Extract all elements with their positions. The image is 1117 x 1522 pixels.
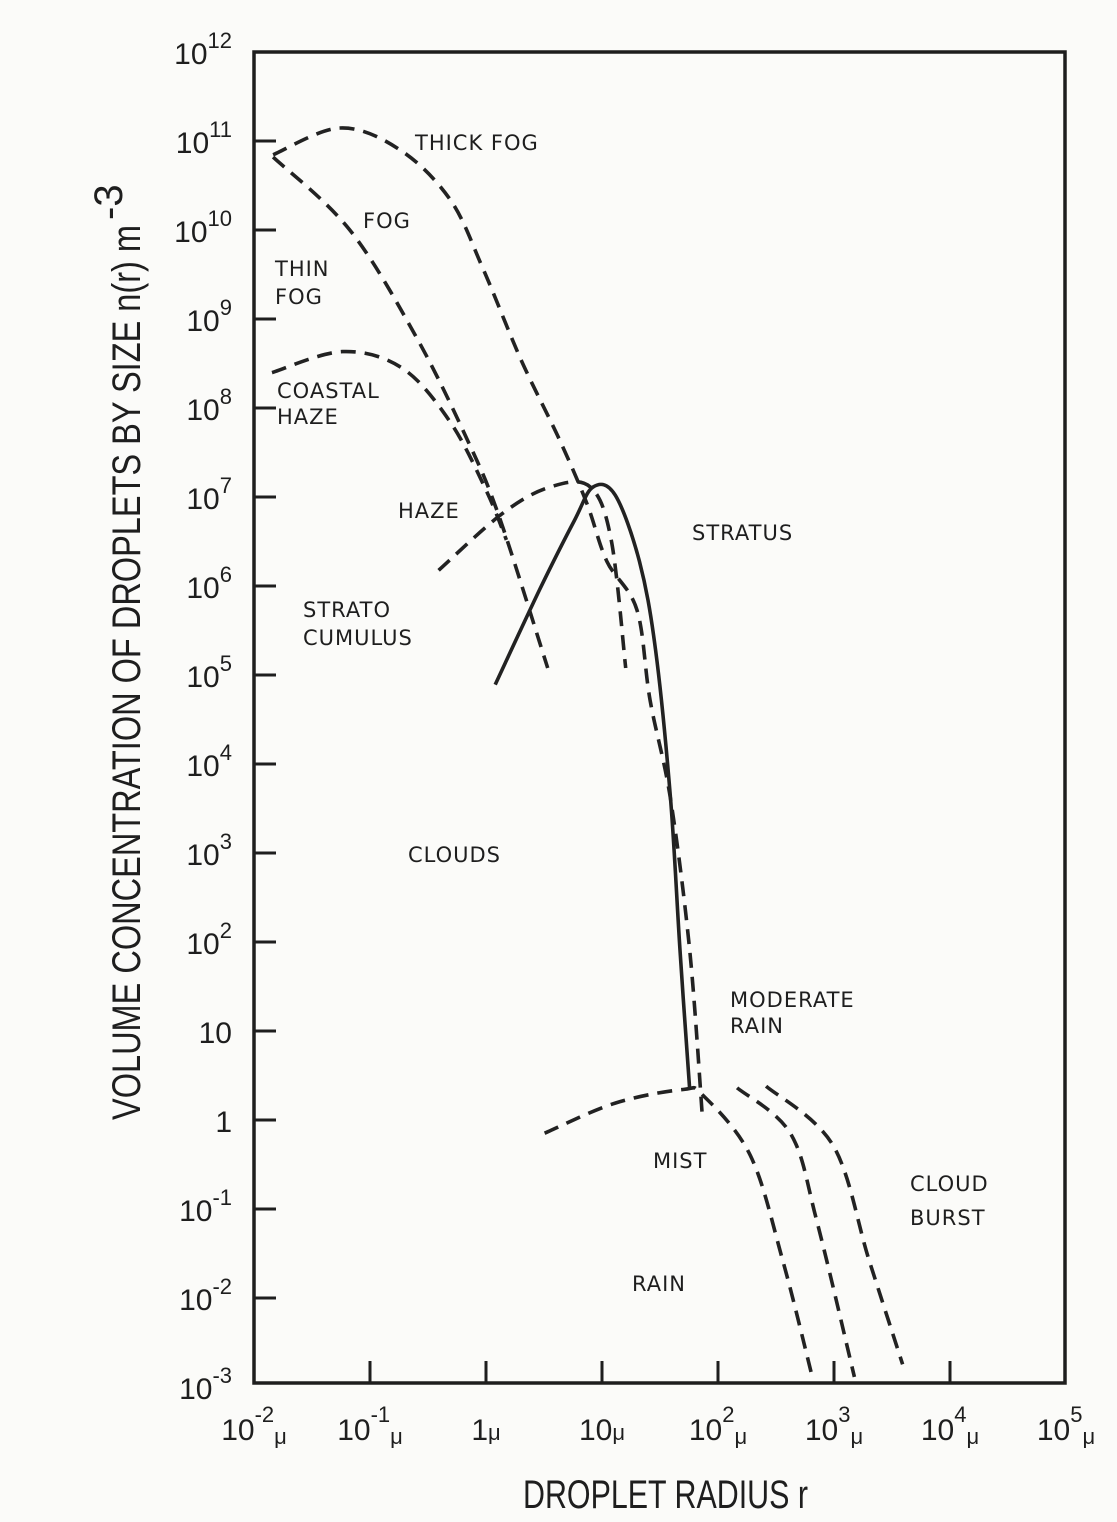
label-thick-fog: THICK FOG [414,131,539,155]
label-mist: MIST [653,1149,707,1173]
plot-frame [252,50,1067,1385]
x-tick-label: 102μ [689,1402,747,1449]
label-fog: FOG [363,209,411,233]
y-tick-label: 104 [186,740,232,783]
y-tick-label: 1012 [174,28,232,71]
y-axis-title: VOLUME CONCENTRATION OF DROPLETS BY SIZE… [105,225,149,1120]
y-axis-ticks: 1012101110101091081071061051041031021011… [174,28,276,1406]
curves [271,126,905,1378]
annotations: THICK FOG FOG THIN FOG COASTAL HAZE HAZE… [274,131,989,1296]
label-stratus: STRATUS [692,521,793,545]
series-curve-4 [493,482,692,1090]
y-tick-label: 109 [186,295,232,338]
y-tick-label: 10 [199,1017,232,1050]
label-thin-fog-2: FOG [275,285,323,309]
y-tick-label: 1 [215,1106,232,1139]
label-moderate-rain-2: RAIN [730,1014,784,1038]
label-haze: HAZE [398,499,460,523]
series-curve-7 [764,1084,905,1365]
label-coastal-haze-2: HAZE [277,405,339,429]
series-curve-6 [735,1086,857,1378]
y-axis-title-group: VOLUME CONCENTRATION OF DROPLETS BY SIZE… [87,184,149,1120]
label-moderate-rain-1: MODERATE [730,988,855,1012]
y-tick-label: 10-1 [179,1185,232,1228]
x-tick-label: 10-2μ [221,1402,287,1449]
label-coastal-haze-1: COASTAL [277,379,380,403]
x-tick-label: 10-1μ [337,1402,403,1449]
y-tick-label: 108 [186,384,232,427]
x-tick-label: 103μ [805,1402,863,1449]
y-tick-label: 1011 [176,117,232,160]
x-tick-label: 1μ [471,1414,500,1447]
x-axis-title: DROPLET RADIUS r [523,1473,808,1517]
series-curve-2 [271,349,509,541]
y-tick-label: 106 [186,562,232,605]
x-tick-label: 105μ [1037,1402,1095,1449]
y-tick-label: 103 [186,829,232,872]
y-axis-title-exponent: -3 [87,184,131,220]
y-tick-label: 102 [186,918,232,961]
x-tick-label: 10μ [579,1414,625,1447]
label-clouds: CLOUDS [408,843,501,867]
series-curve-3 [437,480,628,669]
series-curve-5 [543,1085,815,1378]
label-strato-cumulus-1: STRATO [303,598,391,622]
label-rain: RAIN [632,1272,686,1296]
y-tick-label: 10-3 [179,1363,232,1406]
x-tick-label: 104μ [921,1402,979,1449]
y-tick-label: 10-2 [179,1274,232,1317]
label-cloud-burst-2: BURST [910,1206,986,1230]
y-tick-label: 1010 [174,206,232,249]
x-axis-ticks: 10-2μ 10-1μ 1μ 10μ 102μ 103μ 104μ 105μ [221,1361,1095,1449]
y-tick-label: 107 [186,473,232,516]
label-thin-fog-1: THIN [274,257,330,281]
series-curve-1 [271,155,550,669]
y-tick-label: 105 [186,651,232,694]
label-cloud-burst-1: CLOUD [910,1172,989,1196]
label-strato-cumulus-2: CUMULUS [303,626,413,650]
